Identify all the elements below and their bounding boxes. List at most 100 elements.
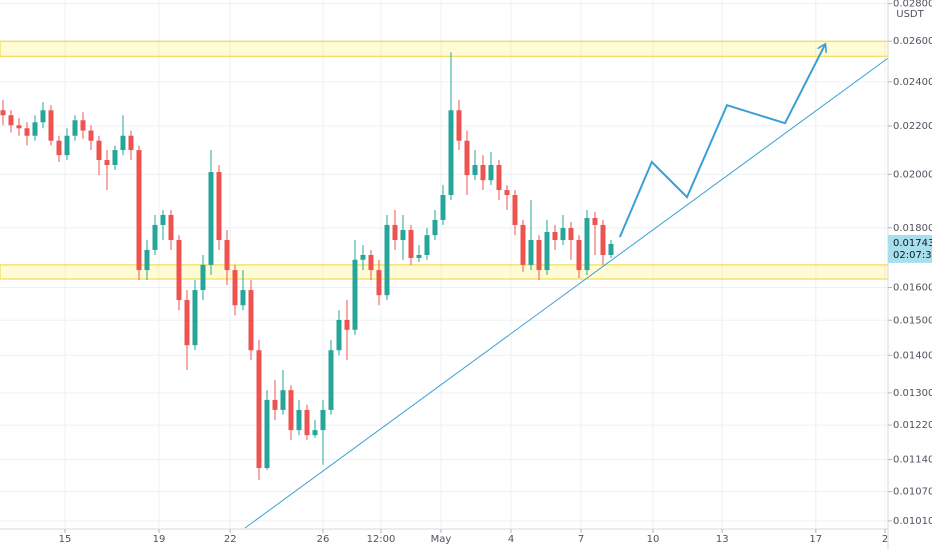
- candle-body: [600, 224, 606, 255]
- candle-body: [368, 254, 374, 271]
- candle-body: [312, 430, 318, 436]
- x-tick-label: 2: [882, 534, 888, 545]
- candle-body: [24, 128, 30, 136]
- candle-body: [192, 290, 198, 346]
- candle-body: [384, 224, 390, 296]
- candle-body: [496, 165, 502, 191]
- candle-body: [184, 300, 190, 346]
- candle-body: [544, 232, 550, 271]
- x-tick-label: 12:00: [367, 534, 396, 545]
- countdown-label: 02:07:34: [893, 250, 932, 261]
- candle-body: [512, 195, 518, 225]
- candle-body: [328, 350, 334, 410]
- candle-body: [520, 224, 526, 265]
- candle-body: [552, 232, 558, 241]
- x-tick-label: 4: [508, 534, 514, 545]
- candle-body: [272, 399, 278, 410]
- grid: [0, 0, 888, 528]
- candle-body: [40, 110, 46, 123]
- candle-body: [408, 230, 414, 258]
- candle-body: [296, 409, 302, 431]
- candle-body: [464, 140, 470, 176]
- time-axis-panel: [0, 529, 888, 550]
- candle-body: [32, 122, 38, 136]
- x-tick-label: 15: [59, 534, 72, 545]
- candle-body: [264, 399, 270, 469]
- zones: [0, 40, 889, 280]
- candle-body: [0, 110, 6, 116]
- candle-body: [432, 219, 438, 236]
- candle-body: [560, 228, 566, 241]
- candle-body: [48, 110, 54, 141]
- candle-body: [16, 125, 22, 129]
- candle-body: [608, 243, 614, 255]
- x-tick-label: 22: [224, 534, 237, 545]
- candle-body: [168, 214, 174, 241]
- candle-body: [576, 240, 582, 271]
- price-axis-panel: [888, 0, 932, 550]
- candle-body: [336, 319, 342, 351]
- candle-body: [144, 249, 150, 271]
- candle-body: [208, 172, 214, 265]
- candle-body: [80, 120, 86, 131]
- candle-body: [376, 270, 382, 296]
- last-price-box: [888, 234, 932, 263]
- candle-body: [88, 130, 94, 141]
- last-price-label: 0.017436: [893, 238, 932, 249]
- candle-body: [320, 409, 326, 431]
- price-zone: [0, 40, 889, 57]
- candle-body: [584, 217, 590, 271]
- candle-body: [400, 230, 406, 241]
- candle-body: [224, 240, 230, 271]
- drawings: [244, 45, 889, 529]
- x-tick-label: 13: [716, 534, 729, 545]
- candle-body: [280, 390, 286, 410]
- x-tick-label: 7: [578, 534, 584, 545]
- y-tick-label: 0.028000: [893, 0, 932, 10]
- candle-body: [448, 110, 454, 196]
- candle-body: [248, 290, 254, 351]
- candle-body: [72, 120, 78, 136]
- candle-body: [488, 165, 494, 181]
- candle-body: [216, 172, 222, 241]
- candle-body: [392, 224, 398, 241]
- candle-body: [472, 165, 478, 176]
- candle-body: [112, 150, 118, 166]
- x-tick-label: 10: [647, 534, 660, 545]
- candle-body: [528, 240, 534, 265]
- projection-path: [618, 45, 825, 238]
- candle-body: [256, 350, 262, 469]
- candle-body: [592, 217, 598, 225]
- candle-body: [240, 290, 246, 306]
- candle-body: [304, 409, 310, 436]
- candle-body: [288, 390, 294, 431]
- candle-body: [440, 195, 446, 220]
- candle-body: [416, 254, 422, 258]
- candle-body: [504, 190, 510, 196]
- candle-body: [344, 319, 350, 330]
- candle-body: [64, 135, 70, 156]
- trend-line: [244, 57, 889, 529]
- x-tick-label: 26: [317, 534, 330, 545]
- candle-body: [424, 235, 430, 255]
- candle-body: [568, 228, 574, 241]
- price-zone: [0, 264, 889, 280]
- candle-body: [200, 264, 206, 291]
- x-tick-label: 17: [809, 534, 822, 545]
- candle-body: [480, 165, 486, 181]
- candle-body: [136, 150, 142, 271]
- candle-body: [456, 110, 462, 141]
